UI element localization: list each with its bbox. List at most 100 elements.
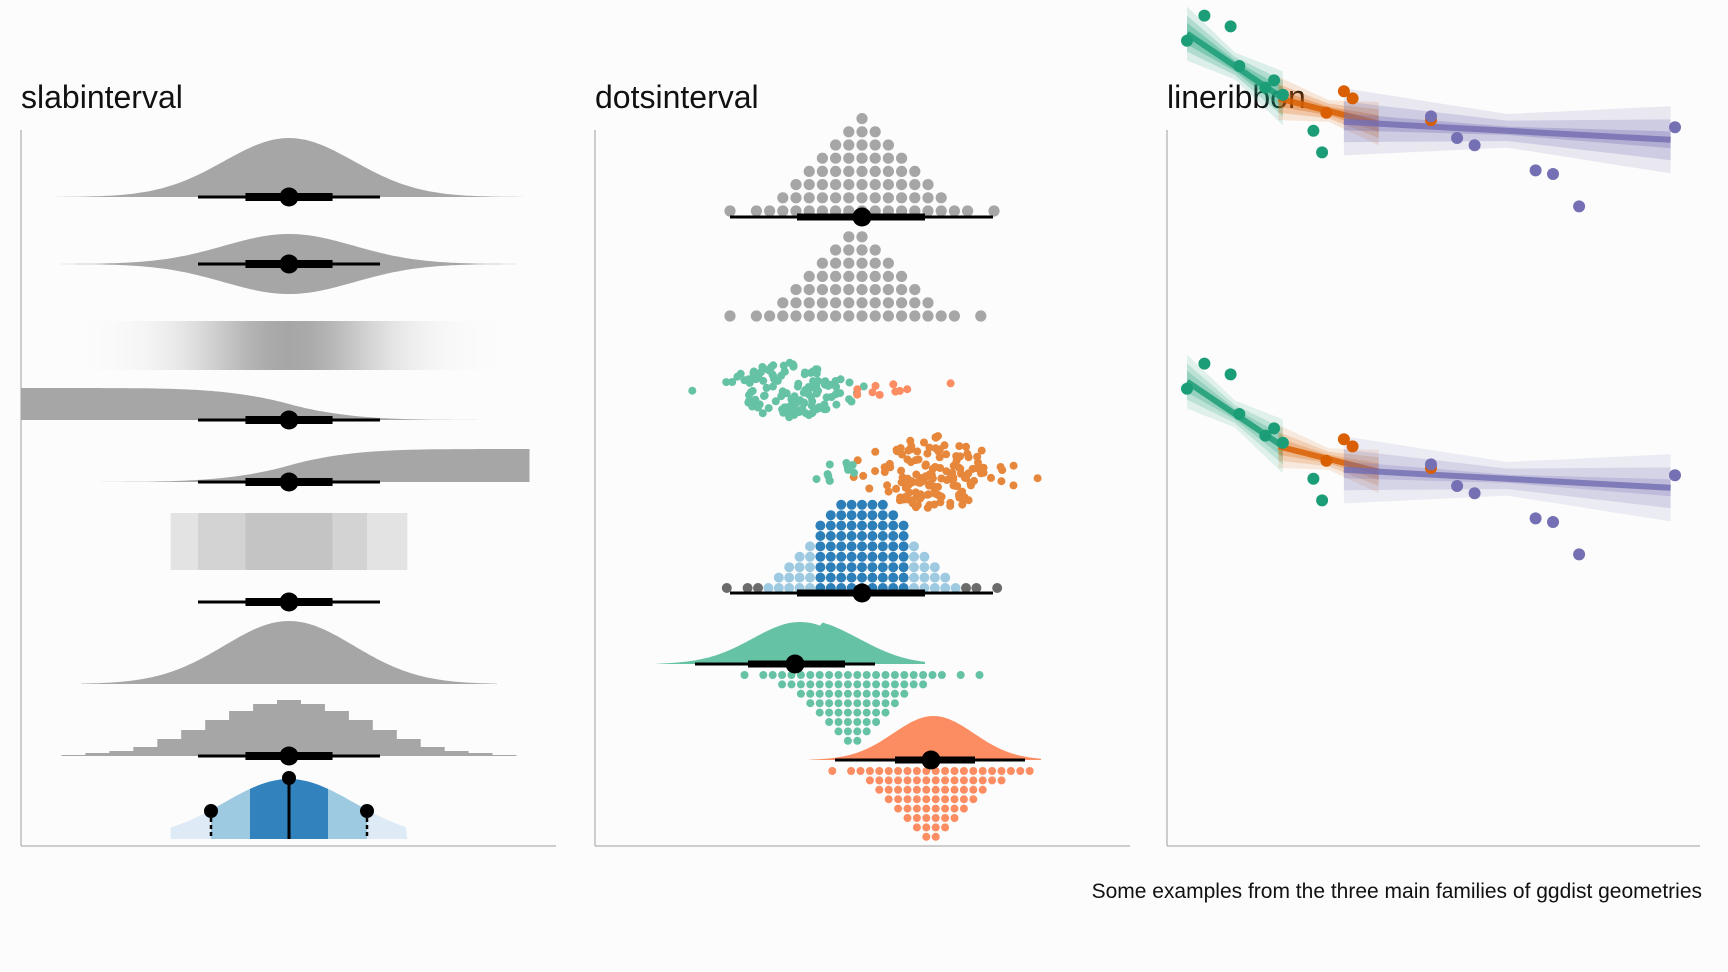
swarm-orange-dot (935, 445, 944, 454)
swarm-orange-dot (875, 390, 884, 399)
fill-by-interval-dot (846, 531, 857, 541)
swarm-green-dot (822, 393, 831, 402)
fill-by-interval-dot (992, 583, 1003, 593)
dotsinterval-dot (764, 205, 776, 217)
halfeye-orange-dot (922, 795, 931, 804)
dotsinterval-dot (922, 179, 934, 191)
swarm-green-dot (821, 380, 829, 389)
fit-line (1343, 466, 1671, 491)
interval-band-3 (332, 513, 367, 570)
halfeye-green-dots-dot (862, 718, 871, 726)
swarm-green-dot (744, 375, 753, 384)
fill-by-interval-dot (825, 541, 836, 552)
fill-by-interval-dot (825, 572, 836, 583)
swarm-orange-dot (942, 450, 951, 459)
swarm-green-dot (722, 378, 731, 387)
fill-by-interval-dot (929, 562, 940, 573)
data-point (1573, 548, 1586, 561)
dots-dot (843, 244, 855, 256)
fill-by-interval-dot (721, 583, 732, 593)
halfeye-green-dots-dot (900, 671, 909, 679)
dotsinterval-dot (856, 139, 868, 151)
halfeye-orange-dot (941, 776, 950, 785)
halfeye-green-dots-dot (834, 671, 843, 679)
halfeye-orange-dot (931, 832, 940, 841)
swarm-green-dot (807, 401, 816, 410)
fill-by-interval-dot (888, 562, 899, 573)
dotsinterval-dot (830, 179, 842, 191)
halfeye-green-dots-dot (806, 671, 815, 679)
swarm-orange-dot (962, 442, 970, 451)
fill-by-interval-dot (857, 572, 867, 583)
dotsinterval-dot (843, 192, 855, 204)
halfeye-green-dots-dot (862, 680, 871, 689)
dots-dot (790, 284, 802, 296)
interval-band-4 (367, 513, 408, 570)
fill-by-interval-dot (825, 562, 836, 573)
dots-dot (856, 231, 868, 243)
data-point (1233, 60, 1246, 72)
dotsinterval-dot (830, 165, 842, 177)
fill-by-interval-dot (794, 562, 805, 573)
dots-dot (803, 297, 815, 309)
fill-by-interval-dot (846, 572, 857, 583)
halfeye-orange-dot (997, 776, 1006, 785)
swarm-orange-dot (948, 468, 957, 477)
interval-band-0 (170, 513, 198, 570)
halfeye-green-dots-dot (900, 680, 909, 689)
dots-dot (882, 257, 895, 269)
swarm-green-dot (759, 376, 768, 385)
dots-dot (909, 310, 921, 322)
swarm-orange-dot (923, 449, 932, 458)
swarm-orange-dot (871, 381, 880, 390)
panel-title-slabinterval: slabinterval (21, 79, 183, 115)
swarm-green-dot (789, 360, 797, 369)
dots-dot (882, 310, 895, 322)
interval-band-2 (245, 513, 333, 570)
dots-dot (922, 297, 934, 309)
dotsinterval-dot (750, 205, 763, 217)
halfeye-green-dots-dot (843, 718, 852, 726)
halfeye-green-dots-dot (834, 727, 843, 736)
halfeye-orange-dot (912, 776, 921, 785)
dots-dot (830, 244, 842, 256)
dotsinterval-dot (882, 165, 895, 177)
fill-by-interval-dot (867, 499, 878, 510)
dots-dot (856, 310, 868, 322)
halfeye-orange-dot (969, 776, 978, 785)
halfeye-green-dots-dot (881, 680, 890, 689)
eye-point (279, 254, 299, 274)
halfeye-green-dots-dot (890, 680, 899, 689)
swarm-orange-dot (903, 455, 912, 464)
dots-dot (922, 310, 934, 322)
swarm-orange-dot (911, 456, 920, 465)
swarm-orange-dot (920, 438, 928, 447)
halfeye-orange-dot (941, 804, 950, 813)
halfeye-orange-dot (922, 776, 931, 785)
halfeye-orange-dot (875, 776, 884, 785)
data-point (1276, 436, 1289, 449)
halfeye-orange-dot (969, 795, 978, 804)
shaded-slab-segment-1 (211, 788, 250, 839)
dots-dot (856, 244, 868, 256)
swarm-green-dot (765, 365, 774, 374)
fill-by-interval-dot (815, 531, 826, 541)
swarm-green-dot (832, 400, 841, 409)
fit-line (1343, 118, 1671, 143)
dots-dot (843, 257, 855, 269)
swarm-green-dot (764, 404, 773, 413)
fill-by-interval-dot (836, 541, 847, 552)
fill-by-interval-dot (877, 499, 888, 510)
fill-by-interval-dot (888, 531, 899, 541)
halfeye-green-dots-dot (900, 689, 909, 698)
fill-by-interval-dot (857, 510, 867, 521)
fill-by-interval-dot (763, 583, 774, 593)
halfeye-green-dots-dot (872, 699, 881, 708)
dotsinterval-dot (803, 192, 815, 204)
halfeye-orange-dot (959, 785, 968, 794)
swarm-orange-dot (903, 385, 912, 394)
swarm-green-dot (813, 365, 822, 374)
swarm-green-dot (806, 368, 815, 377)
halfeye-orange-dot (912, 814, 921, 822)
fill-by-interval-dot (867, 572, 878, 583)
